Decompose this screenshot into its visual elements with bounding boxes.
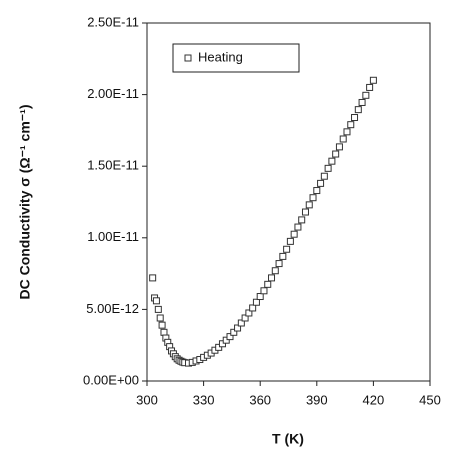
data-point [309, 194, 317, 202]
y-tick-label: 1.00E-11 [87, 229, 139, 244]
x-axis-label: T (K) [272, 431, 304, 447]
x-tick-label: 390 [306, 392, 328, 407]
data-point [252, 298, 260, 306]
y-tick-label: 5.00E-12 [86, 301, 139, 316]
data-point [354, 106, 362, 114]
data-point [218, 340, 226, 348]
legend-label: Heating [198, 49, 243, 64]
y-tick-label: 1.50E-11 [87, 158, 139, 173]
x-tick-label: 330 [193, 392, 215, 407]
data-point [160, 328, 168, 336]
y-tick-label: 2.50E-11 [87, 14, 139, 29]
data-point [290, 230, 298, 238]
data-point [294, 223, 302, 231]
legend-marker [184, 54, 192, 62]
data-point [283, 245, 291, 253]
data-point [369, 76, 377, 84]
data-point [237, 319, 245, 327]
data-point [222, 336, 230, 344]
data-point [249, 304, 257, 312]
data-point [298, 216, 306, 224]
data-point [158, 321, 166, 329]
data-point [339, 135, 347, 143]
data-point [260, 287, 268, 295]
data-point [320, 172, 328, 180]
data-point [215, 343, 223, 351]
data-point [343, 128, 351, 136]
data-point [245, 309, 253, 317]
data-point [286, 237, 294, 245]
plot-frame [146, 22, 431, 382]
data-point [324, 164, 332, 172]
x-tick-label: 420 [363, 392, 385, 407]
x-tick-label: 300 [136, 392, 158, 407]
data-point [152, 297, 160, 305]
data-point [154, 305, 162, 313]
data-point [317, 179, 325, 187]
data-point [313, 187, 321, 195]
data-point [268, 274, 276, 282]
data-point [256, 293, 264, 301]
y-tick-label: 0.00E+00 [83, 372, 139, 387]
data-point [332, 150, 340, 158]
data-point [362, 91, 370, 99]
data-point [271, 267, 279, 275]
data-point [275, 260, 283, 268]
x-tick-label: 360 [249, 392, 271, 407]
data-point [230, 328, 238, 336]
data-point [156, 314, 164, 322]
x-tick-label: 450 [419, 392, 441, 407]
data-point [301, 208, 309, 216]
data-point [241, 314, 249, 322]
data-point [264, 280, 272, 288]
y-tick-label: 2.00E-11 [87, 86, 139, 101]
data-point [279, 252, 287, 260]
data-point [347, 121, 355, 129]
data-point [366, 83, 374, 91]
data-point [226, 333, 234, 341]
data-point [149, 274, 157, 282]
legend-box [172, 43, 300, 73]
y-axis-label: DC Conductivity σ (Ω⁻¹ cm⁻¹) [17, 104, 33, 299]
data-point [234, 324, 242, 332]
data-point [305, 201, 313, 209]
data-point [335, 143, 343, 151]
data-point [351, 114, 359, 122]
data-point [328, 157, 336, 165]
data-point [358, 98, 366, 106]
